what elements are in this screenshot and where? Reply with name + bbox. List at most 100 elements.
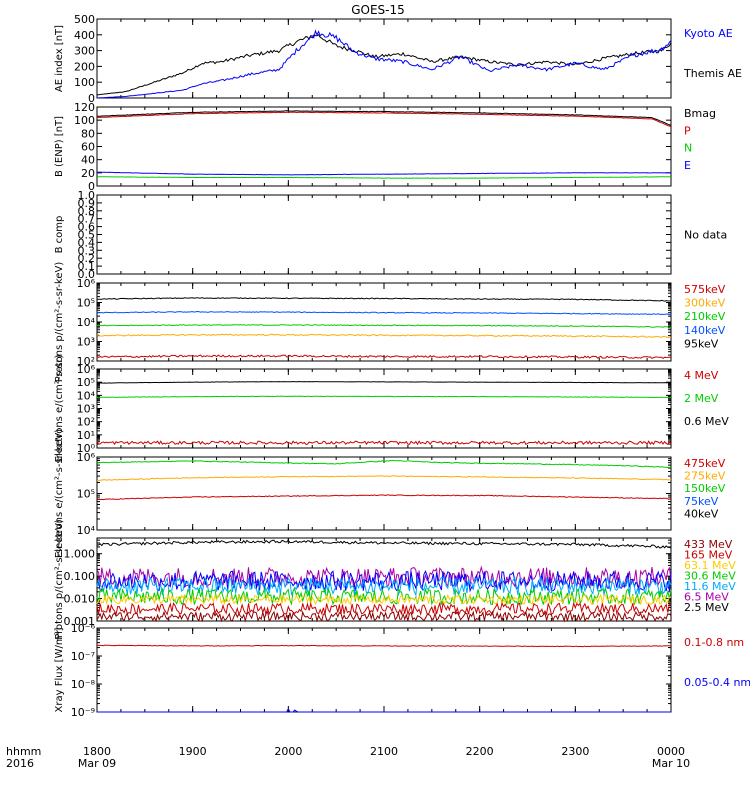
y-tick-label: 100 bbox=[74, 114, 95, 127]
legend-150kev: 150keV bbox=[684, 482, 726, 495]
legend-575kev: 575keV bbox=[684, 283, 726, 296]
panel-frame bbox=[96, 368, 672, 449]
series-0-05-0-4-nm bbox=[97, 707, 671, 713]
panel-frame bbox=[96, 456, 672, 531]
series-433-mev bbox=[96, 610, 672, 623]
y-tick-label: 10⁰ bbox=[77, 442, 96, 455]
time-row2-label: 2016 bbox=[6, 757, 34, 770]
y-tick-label: 40 bbox=[81, 154, 95, 167]
x-tick-label: 1800 bbox=[83, 745, 111, 758]
x-tick-date-label: Mar 10 bbox=[652, 757, 690, 770]
legend-p: P bbox=[684, 124, 691, 137]
panel-frame bbox=[96, 194, 672, 275]
y-axis-label: Protons p/(cm²-s-sr-keV) bbox=[54, 262, 65, 383]
panel-ae: 0 100 200 300 400 500 AE index [nT] Kyoto AE The… bbox=[54, 13, 742, 105]
x-tick-label: 2300 bbox=[561, 745, 589, 758]
legend-0-6-mev: 0.6 MeV bbox=[684, 415, 729, 428]
legend-140kev: 140keV bbox=[684, 324, 726, 337]
legend-165-mev: 165 MeV bbox=[684, 549, 733, 562]
series-575kev bbox=[96, 354, 672, 360]
y-tick-label: 60 bbox=[81, 141, 95, 154]
panel-bcomp: 0.00.10.20.30.40.50.60.70.80.91.0 B comp N… bbox=[54, 189, 727, 281]
series-n bbox=[97, 176, 672, 179]
legend-210kev: 210keV bbox=[684, 310, 726, 323]
y-tick-label: 0.6 bbox=[78, 221, 96, 234]
y-tick-label: 0.9 bbox=[78, 197, 96, 210]
y-tick-label: 0.5 bbox=[78, 229, 96, 242]
chart-title: GOES-15 bbox=[351, 3, 405, 17]
legend-75kev: 75keV bbox=[684, 495, 719, 508]
y-tick-label: 10⁶ bbox=[77, 451, 96, 464]
legend-40kev: 40keV bbox=[684, 507, 719, 520]
series-themis-ae bbox=[96, 34, 672, 96]
series-165-mev bbox=[96, 601, 672, 617]
panel-protons_mag: 10² 10³ 10⁴ 10⁵ 10⁶ Protons p/(cm²-s-sr-keV) 5… bbox=[54, 262, 726, 383]
y-tick-label: 10⁻⁹ bbox=[71, 706, 95, 719]
series-210kev bbox=[96, 324, 672, 328]
series-e bbox=[96, 171, 671, 176]
x-tick-label: 2100 bbox=[370, 745, 398, 758]
y-axis-label: Electrons e/(cm²-s-sr-keV) bbox=[54, 429, 65, 558]
legend-n: N bbox=[684, 142, 692, 155]
y-tick-label: 0.010 bbox=[64, 593, 96, 606]
y-axis-label: Electrons e/(cm²-s-sr) bbox=[54, 355, 65, 463]
y-tick-label: 10⁵ bbox=[77, 376, 95, 389]
legend-63-1-mev: 63.1 MeV bbox=[684, 559, 736, 572]
series-475kev bbox=[97, 494, 672, 501]
series-300kev bbox=[96, 333, 672, 339]
y-tick-label: 10⁴ bbox=[77, 316, 96, 329]
y-tick-label: 10⁻⁶ bbox=[71, 622, 96, 635]
y-tick-label: 0.1 bbox=[78, 260, 96, 273]
y-tick-label: 10⁴ bbox=[77, 389, 96, 402]
legend-bmag: Bmag bbox=[684, 107, 716, 120]
legend-275kev: 275keV bbox=[684, 470, 726, 483]
time-row1-label: hhmm bbox=[6, 745, 41, 758]
y-axis-label: Xray Flux [W/m²] bbox=[54, 627, 65, 712]
series-140kev bbox=[96, 310, 672, 316]
x-tick-label: 2000 bbox=[274, 745, 302, 758]
panel-electrons_kev: 10⁴ 10⁵ 10⁶ Electrons e/(cm²-s-sr-keV) 475ke… bbox=[54, 429, 726, 558]
y-axis-label: AE index [nT] bbox=[54, 25, 65, 92]
series-275kev bbox=[96, 475, 672, 482]
series-2-5-mev bbox=[96, 539, 672, 549]
x-tick-label: 2200 bbox=[466, 745, 494, 758]
legend-300kev: 300keV bbox=[684, 297, 726, 310]
legend-kyoto-ae: Kyoto AE bbox=[684, 27, 733, 40]
y-tick-label: 10⁵ bbox=[77, 488, 95, 501]
y-tick-label: 80 bbox=[81, 127, 95, 140]
y-tick-label: 0.0 bbox=[78, 268, 96, 281]
y-tick-label: 10⁴ bbox=[77, 524, 96, 537]
legend-30-6-mev: 30.6 MeV bbox=[684, 570, 736, 583]
legend-95kev: 95keV bbox=[684, 337, 719, 350]
series-2-mev bbox=[96, 395, 671, 399]
y-tick-label: 20 bbox=[81, 167, 95, 180]
y-tick-label: 0 bbox=[88, 92, 95, 105]
series-kyoto-ae bbox=[96, 29, 672, 99]
y-tick-label: 0.4 bbox=[78, 236, 96, 249]
legend-no-data: No data bbox=[684, 229, 727, 242]
y-tick-label: 200 bbox=[74, 60, 95, 73]
x-tick-label: 1900 bbox=[179, 745, 207, 758]
y-tick-label: 500 bbox=[74, 13, 95, 26]
legend-e: E bbox=[684, 159, 691, 172]
y-tick-label: 0.100 bbox=[64, 570, 96, 583]
y-tick-label: 0.8 bbox=[78, 205, 96, 218]
series-0-6-mev bbox=[96, 380, 672, 384]
y-axis-label: B comp bbox=[54, 216, 65, 254]
y-tick-label: 300 bbox=[74, 45, 95, 58]
y-tick-label: 0.001 bbox=[64, 615, 96, 628]
legend-0-05-0-4-nm: 0.05-0.4 nm bbox=[684, 676, 750, 689]
y-tick-label: 0.3 bbox=[78, 244, 96, 257]
x-tick-date-label: Mar 09 bbox=[78, 757, 116, 770]
y-tick-label: 120 bbox=[74, 101, 95, 114]
series-63-1-mev bbox=[96, 593, 672, 606]
y-tick-label: 10¹ bbox=[77, 429, 95, 442]
y-tick-label: 10⁻⁷ bbox=[71, 650, 95, 663]
series-bmag bbox=[96, 110, 672, 126]
